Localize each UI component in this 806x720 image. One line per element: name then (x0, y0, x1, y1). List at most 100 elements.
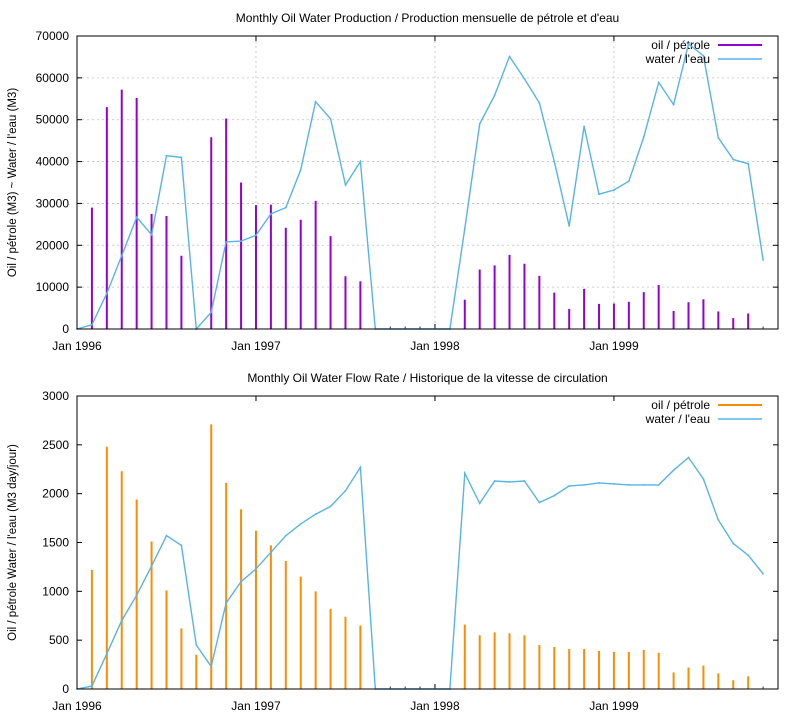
data-point (538, 102, 541, 104)
data-point (463, 472, 466, 475)
data-point (329, 117, 332, 120)
data-point (493, 94, 496, 97)
data-point (508, 55, 511, 58)
data-point (284, 534, 287, 537)
data-point (657, 81, 660, 84)
data-point (344, 489, 347, 492)
data-point (732, 542, 735, 545)
series-1 (90, 89, 750, 329)
data-point (553, 494, 556, 497)
y-tick-label: 50000 (36, 113, 70, 127)
data-point (702, 478, 705, 480)
data-point (91, 685, 93, 687)
data-point (105, 292, 108, 295)
data-point (299, 523, 302, 525)
data-point (255, 567, 257, 570)
data-point (493, 480, 496, 482)
legend-label: water / l'eau (645, 52, 710, 66)
x-tick-label: Jan 1997 (231, 339, 281, 353)
data-point (135, 594, 138, 597)
series-2 (76, 42, 764, 331)
data-point (642, 483, 645, 486)
plot-frame (76, 395, 779, 690)
y-tick-label: 3000 (42, 389, 69, 403)
y-tick-label: 30000 (36, 196, 70, 210)
data-point (359, 160, 362, 163)
y-tick-label: 2500 (42, 438, 69, 452)
y-tick-label: 1500 (42, 536, 69, 550)
data-point (463, 227, 466, 230)
data-point (165, 534, 168, 537)
data-point (627, 483, 630, 486)
data-point (613, 483, 615, 485)
data-point (538, 501, 541, 504)
data-point (747, 554, 750, 557)
data-point (91, 323, 93, 326)
data-point (672, 469, 675, 472)
x-tick-label: Jan 1996 (52, 339, 102, 353)
data-point (269, 551, 272, 554)
series-1 (90, 424, 750, 689)
x-tick-label: Jan 1998 (410, 339, 460, 353)
y-tick-label: 60000 (36, 71, 70, 85)
chart-title: Monthly Oil Water Flow Rate / Historique… (247, 371, 607, 385)
series-line (76, 456, 764, 690)
data-point (165, 154, 168, 157)
data-point (344, 184, 347, 186)
x-tick-label: Jan 1998 (410, 699, 460, 713)
y-tick-label: 500 (49, 633, 69, 647)
chart-panel-2: Monthly Oil Water Flow Rate / Historique… (7, 371, 779, 713)
data-point (135, 216, 138, 219)
data-point (299, 169, 302, 171)
data-point (657, 483, 660, 486)
data-point (314, 100, 317, 103)
data-point (702, 54, 705, 57)
data-point (210, 665, 213, 668)
data-point (240, 240, 242, 243)
data-point (225, 602, 228, 604)
data-point (120, 619, 123, 622)
data-point (150, 565, 153, 567)
chart-panel-1: Monthly Oil Water Production / Productio… (7, 11, 779, 353)
data-point (687, 43, 690, 45)
series-2 (76, 456, 764, 690)
data-point (717, 519, 720, 521)
chart-title: Monthly Oil Water Production / Productio… (236, 11, 619, 25)
legend-label: water / l'eau (645, 412, 710, 426)
x-tick-label: Jan 1999 (589, 699, 639, 713)
data-point (329, 505, 332, 508)
data-point (553, 160, 556, 163)
data-point (120, 254, 123, 257)
data-point (598, 482, 600, 484)
legend-label: oil / pétrole (651, 398, 710, 412)
data-point (478, 123, 481, 125)
data-point (269, 212, 272, 215)
y-tick-label: 0 (62, 322, 69, 336)
y-axis-label: Oil / pétrole Water / l'eau (M3 day/jour… (7, 444, 19, 641)
data-point (568, 484, 571, 487)
data-point (284, 206, 287, 209)
data-point (732, 158, 735, 161)
data-point (583, 125, 586, 128)
data-point (762, 572, 764, 575)
data-point (717, 136, 720, 139)
y-tick-label: 0 (62, 682, 69, 696)
data-point (568, 225, 571, 227)
y-tick-label: 2000 (42, 487, 69, 501)
data-point (627, 180, 630, 183)
data-point (508, 481, 511, 483)
data-point (240, 580, 242, 583)
data-point (762, 259, 764, 261)
data-point (105, 652, 108, 655)
series-line (76, 42, 764, 331)
data-point (478, 502, 481, 505)
data-point (523, 480, 526, 482)
data-point (583, 483, 586, 486)
y-axis-label: Oil / pétrole (M3) ~ Water / l'eau (M3) (7, 88, 19, 278)
data-point (672, 103, 675, 106)
data-point (210, 311, 213, 314)
data-point (195, 644, 198, 646)
data-point (225, 241, 228, 243)
plot-frame (76, 35, 779, 330)
data-point (523, 77, 526, 80)
